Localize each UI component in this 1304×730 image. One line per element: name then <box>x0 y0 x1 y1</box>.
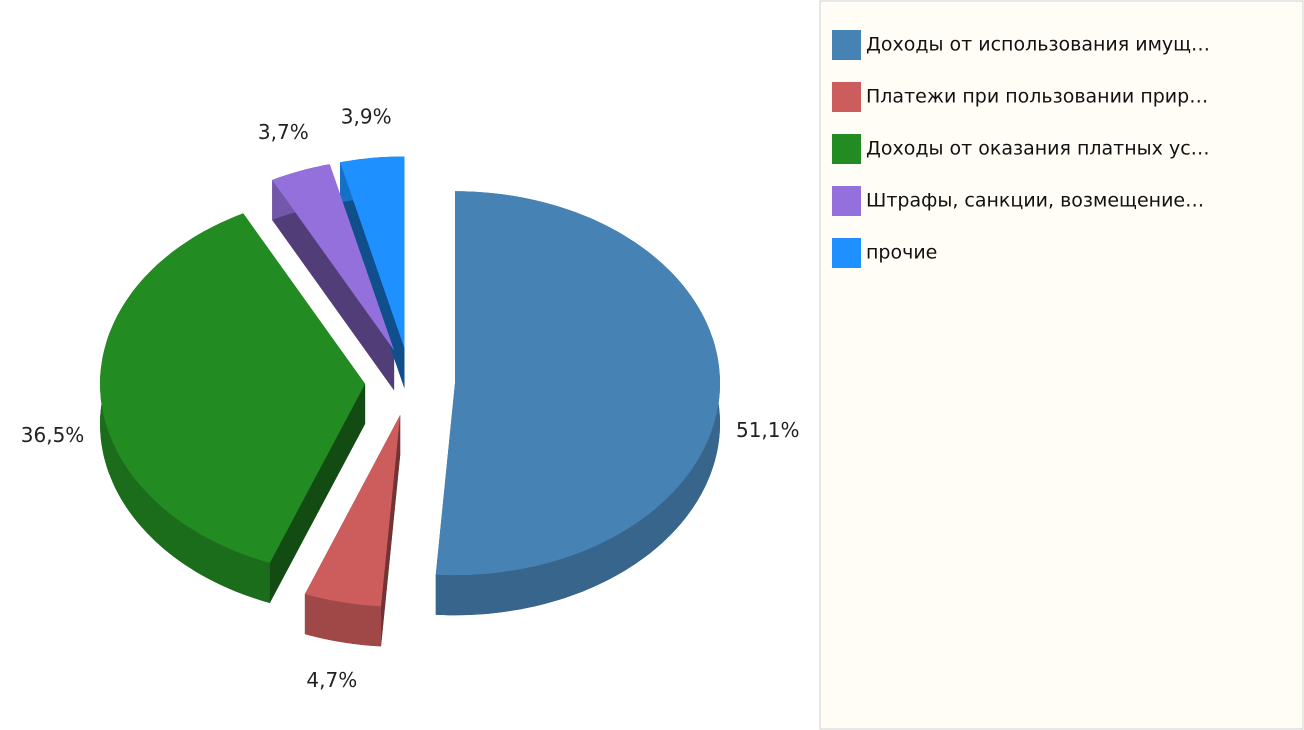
legend-swatch <box>832 238 861 268</box>
slice-side <box>340 162 405 389</box>
slice <box>304 414 401 607</box>
legend-label: Штрафы, санкции, возмещение… <box>866 190 1204 212</box>
slice-side <box>381 414 401 647</box>
slice-side <box>304 594 381 647</box>
slice-side <box>269 383 366 603</box>
data-label: 36,5% <box>21 423 85 447</box>
data-label: 3,7% <box>258 120 309 144</box>
legend-box <box>819 0 1304 730</box>
legend-swatch <box>832 134 861 164</box>
data-label: 51,1% <box>736 418 800 442</box>
slice <box>272 164 395 351</box>
slice <box>435 191 720 576</box>
slice <box>100 213 366 563</box>
slice <box>340 156 405 349</box>
data-label: 3,9% <box>341 105 392 129</box>
legend-label: Платежи при пользовании прир… <box>866 86 1208 108</box>
legend-swatch <box>832 82 861 112</box>
data-label: 4,7% <box>306 668 357 692</box>
legend-label: Доходы от оказания платных ус… <box>866 138 1210 160</box>
legend-label: Доходы от использования имущ… <box>866 34 1210 56</box>
legend-swatch <box>832 186 861 216</box>
slice-side <box>272 180 395 391</box>
legend-label: прочие <box>866 242 937 264</box>
legend-swatch <box>832 30 861 60</box>
